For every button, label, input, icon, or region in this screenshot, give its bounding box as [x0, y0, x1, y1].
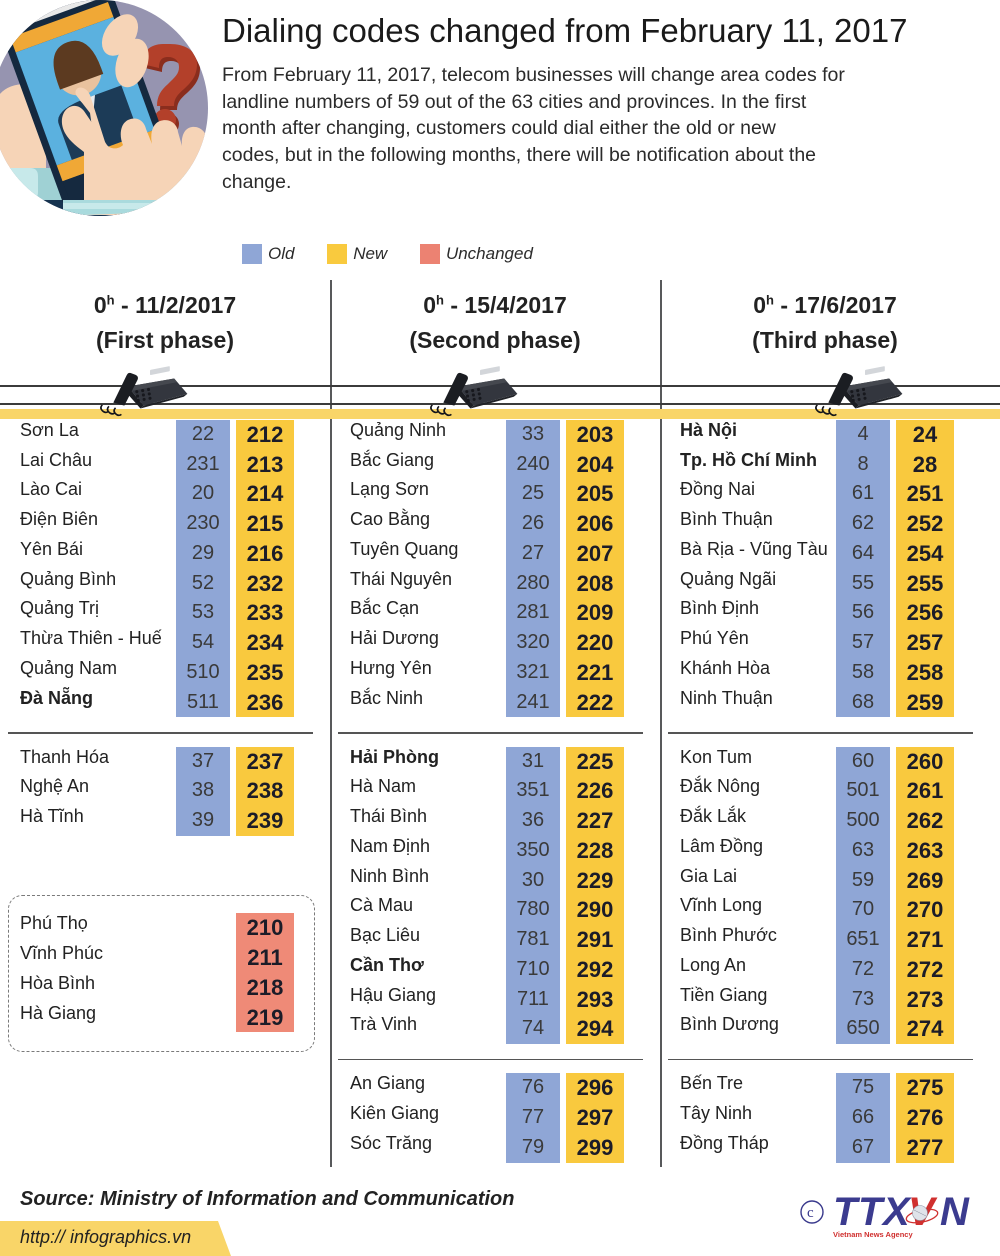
svg-text:c: c: [807, 1205, 814, 1221]
